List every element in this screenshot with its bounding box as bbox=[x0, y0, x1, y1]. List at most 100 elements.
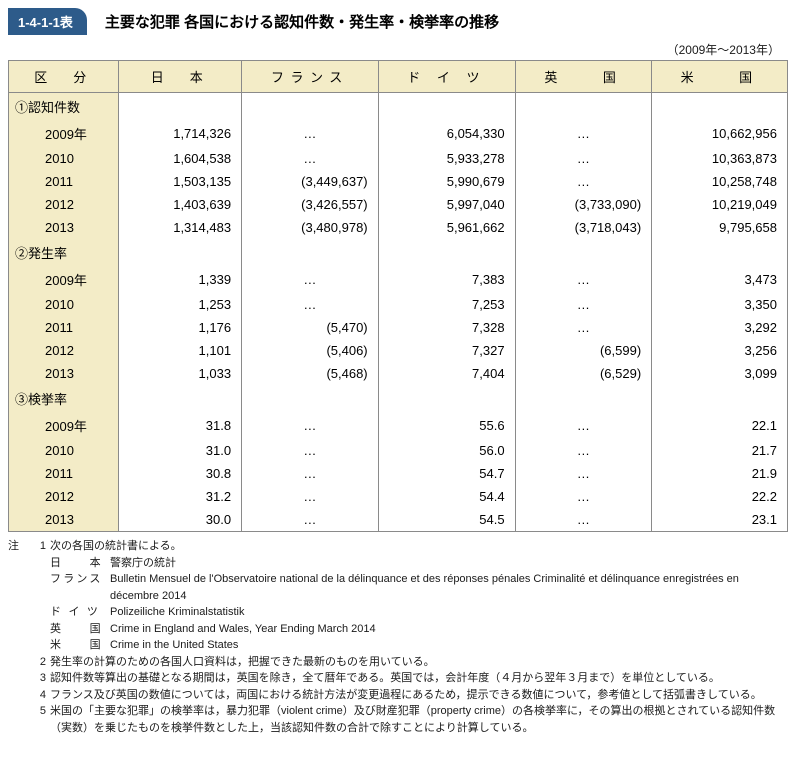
year-label: 2013 bbox=[9, 362, 119, 385]
data-cell: … bbox=[242, 120, 379, 147]
empty-cell bbox=[652, 93, 788, 121]
data-cell: … bbox=[515, 412, 652, 439]
source-text: Polizeiliche Kriminalstatistik bbox=[110, 604, 788, 621]
data-cell: 54.5 bbox=[378, 508, 515, 532]
note-row: 5米国の「主要な犯罪」の検挙率は，暴力犯罪（violent crime）及び財産… bbox=[8, 703, 788, 736]
data-cell: 10,219,049 bbox=[652, 193, 788, 216]
data-cell: (6,529) bbox=[515, 362, 652, 385]
data-cell: 21.9 bbox=[652, 462, 788, 485]
column-header: 米 国 bbox=[652, 61, 788, 93]
empty-cell bbox=[119, 239, 242, 266]
data-cell: (3,480,978) bbox=[242, 216, 379, 239]
data-cell: 1,503,135 bbox=[119, 170, 242, 193]
note-row: 2発生率の計算のための各国人口資料は，把握できた最新のものを用いている。 bbox=[8, 654, 788, 671]
source-row: 米 国Crime in the United States bbox=[8, 637, 788, 654]
data-cell: 5,961,662 bbox=[378, 216, 515, 239]
year-label: 2011 bbox=[9, 170, 119, 193]
crime-stats-table: 区 分日 本フランスド イ ツ英 国米 国 ①認知件数2009年1,714,32… bbox=[8, 60, 788, 532]
data-cell: … bbox=[242, 485, 379, 508]
data-cell: 56.0 bbox=[378, 439, 515, 462]
data-cell: (5,406) bbox=[242, 339, 379, 362]
note-text: 発生率の計算のための各国人口資料は，把握できた最新のものを用いている。 bbox=[50, 654, 788, 671]
source-row: ド イ ツPolizeiliche Kriminalstatistik bbox=[8, 604, 788, 621]
data-cell: … bbox=[515, 462, 652, 485]
source-text: Crime in the United States bbox=[110, 637, 788, 654]
year-label: 2010 bbox=[9, 439, 119, 462]
empty-cell bbox=[378, 239, 515, 266]
note-text: フランス及び英国の数値については，両国における統計方法が変更過程にあるため，提示… bbox=[50, 687, 788, 704]
data-cell: … bbox=[515, 120, 652, 147]
note-text: 米国の「主要な犯罪」の検挙率は，暴力犯罪（violent crime）及び財産犯… bbox=[50, 703, 788, 736]
source-row: フランスBulletin Mensuel de l'Observatoire n… bbox=[8, 571, 788, 604]
note-prefix: 注 bbox=[8, 538, 32, 555]
source-country: 米 国 bbox=[50, 637, 110, 654]
year-label: 2011 bbox=[9, 316, 119, 339]
table-number-tag: 1-4-1-1表 bbox=[8, 8, 87, 35]
data-cell: 5,933,278 bbox=[378, 147, 515, 170]
note-prefix bbox=[8, 654, 32, 671]
note-row: 4フランス及び英国の数値については，両国における統計方法が変更過程にあるため，提… bbox=[8, 687, 788, 704]
data-cell: (3,449,637) bbox=[242, 170, 379, 193]
data-cell: 31.0 bbox=[119, 439, 242, 462]
data-cell: 1,253 bbox=[119, 293, 242, 316]
data-cell: 1,714,326 bbox=[119, 120, 242, 147]
data-cell: 7,327 bbox=[378, 339, 515, 362]
note-number: 3 bbox=[32, 670, 50, 687]
data-cell: 1,314,483 bbox=[119, 216, 242, 239]
data-cell: 6,054,330 bbox=[378, 120, 515, 147]
section-label: ②発生率 bbox=[9, 239, 119, 266]
data-cell: … bbox=[515, 293, 652, 316]
empty-cell bbox=[119, 93, 242, 121]
data-cell: … bbox=[515, 266, 652, 293]
data-cell: 5,990,679 bbox=[378, 170, 515, 193]
year-label: 2010 bbox=[9, 293, 119, 316]
data-cell: 1,604,538 bbox=[119, 147, 242, 170]
empty-cell bbox=[242, 239, 379, 266]
data-cell: 7,328 bbox=[378, 316, 515, 339]
source-text: Bulletin Mensuel de l'Observatoire natio… bbox=[110, 571, 788, 604]
column-header: 区 分 bbox=[9, 61, 119, 93]
empty-cell bbox=[242, 385, 379, 412]
data-cell: 1,033 bbox=[119, 362, 242, 385]
data-cell: … bbox=[242, 293, 379, 316]
source-text: 警察庁の統計 bbox=[110, 555, 788, 572]
source-row: 日 本警察庁の統計 bbox=[8, 555, 788, 572]
table-title: 主要な犯罪 各国における認知件数・発生率・検挙率の推移 bbox=[105, 11, 499, 32]
data-cell: … bbox=[242, 508, 379, 532]
note-prefix bbox=[8, 703, 32, 736]
column-header: フランス bbox=[242, 61, 379, 93]
data-cell: 3,292 bbox=[652, 316, 788, 339]
data-cell: 54.4 bbox=[378, 485, 515, 508]
data-cell: … bbox=[515, 508, 652, 532]
data-cell: 9,795,658 bbox=[652, 216, 788, 239]
data-cell: 31.2 bbox=[119, 485, 242, 508]
year-label: 2009年 bbox=[9, 412, 119, 439]
data-cell: (3,733,090) bbox=[515, 193, 652, 216]
data-cell: (6,599) bbox=[515, 339, 652, 362]
note-row: 3認知件数等算出の基礎となる期間は，英国を除き，全て暦年である。英国では，会計年… bbox=[8, 670, 788, 687]
data-cell: … bbox=[242, 439, 379, 462]
data-cell: 10,363,873 bbox=[652, 147, 788, 170]
data-cell: … bbox=[515, 147, 652, 170]
data-cell: (3,718,043) bbox=[515, 216, 652, 239]
column-header: ド イ ツ bbox=[378, 61, 515, 93]
data-cell: 3,256 bbox=[652, 339, 788, 362]
note-row: 注1次の各国の統計書による。 bbox=[8, 538, 788, 555]
data-cell: 54.7 bbox=[378, 462, 515, 485]
data-cell: … bbox=[515, 316, 652, 339]
empty-cell bbox=[515, 385, 652, 412]
year-label: 2009年 bbox=[9, 266, 119, 293]
empty-cell bbox=[119, 385, 242, 412]
data-cell: 3,099 bbox=[652, 362, 788, 385]
data-cell: … bbox=[242, 147, 379, 170]
year-label: 2013 bbox=[9, 508, 119, 532]
data-cell: (5,468) bbox=[242, 362, 379, 385]
note-text: 次の各国の統計書による。 bbox=[50, 538, 788, 555]
data-cell: … bbox=[515, 170, 652, 193]
year-label: 2013 bbox=[9, 216, 119, 239]
note-number: 4 bbox=[32, 687, 50, 704]
data-cell: 3,350 bbox=[652, 293, 788, 316]
data-cell: 30.0 bbox=[119, 508, 242, 532]
section-label: ①認知件数 bbox=[9, 93, 119, 121]
data-cell: (3,426,557) bbox=[242, 193, 379, 216]
